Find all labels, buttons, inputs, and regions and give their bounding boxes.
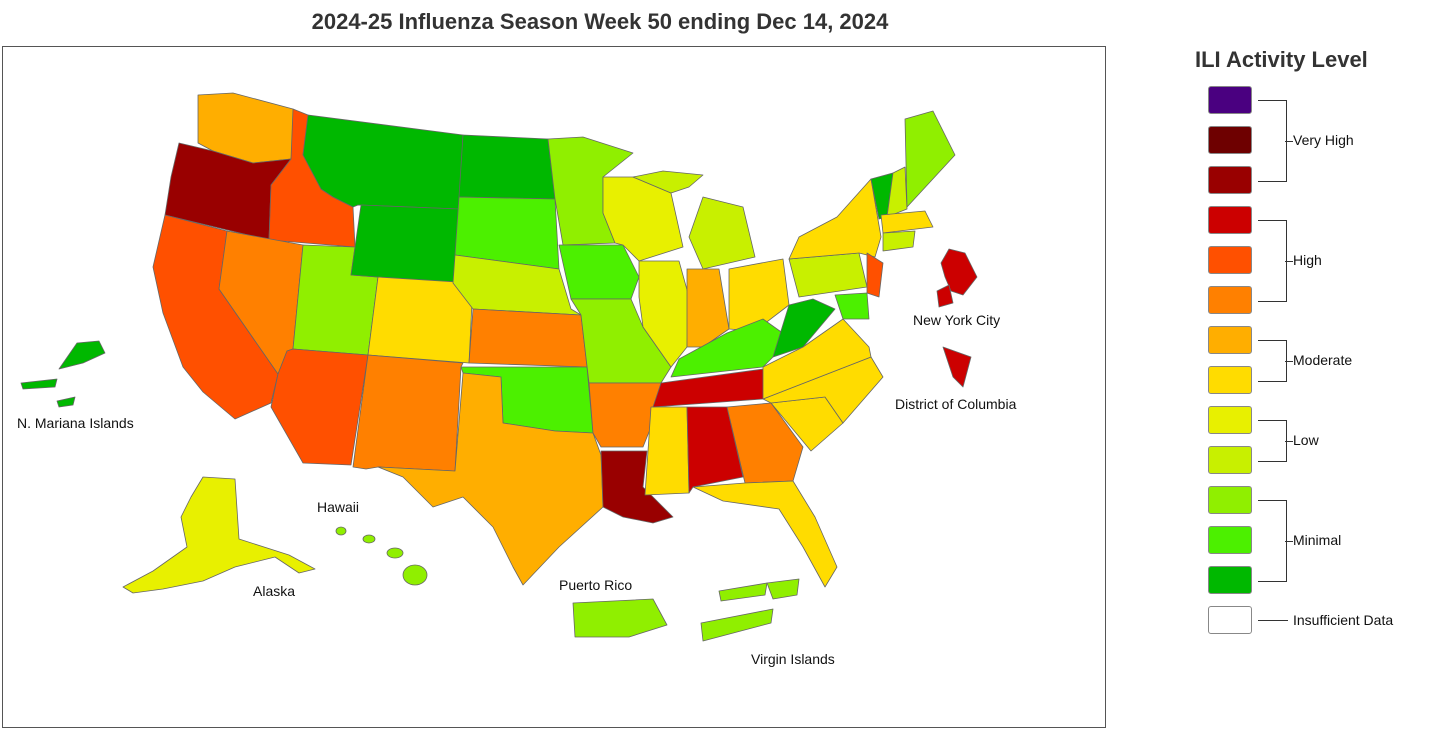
- label-dc: District of Columbia: [895, 396, 1017, 412]
- bracket-low: [1258, 420, 1293, 462]
- state-wyoming[interactable]: [350, 204, 460, 284]
- legend-swatch-6: [1208, 286, 1252, 314]
- bracket-very-high: [1258, 100, 1293, 182]
- us-ili-map: [20, 92, 978, 642]
- state-north-dakota[interactable]: [458, 134, 556, 200]
- state-pennsylvania[interactable]: [788, 252, 868, 298]
- state-missouri[interactable]: [570, 298, 672, 384]
- legend-swatch-11: [1208, 486, 1252, 514]
- state-ohio[interactable]: [728, 258, 790, 332]
- legend-label-minimal: Minimal: [1293, 532, 1342, 548]
- state-hawaii-maui[interactable]: [386, 547, 404, 559]
- state-connecticut-ri[interactable]: [882, 230, 916, 252]
- state-texas[interactable]: [377, 372, 604, 586]
- legend-swatch-3: [1208, 166, 1252, 194]
- state-new-jersey[interactable]: [866, 252, 884, 298]
- state-mississippi[interactable]: [644, 406, 690, 496]
- legend-swatch-9: [1208, 406, 1252, 434]
- bracket-minimal: [1258, 500, 1293, 582]
- label-puerto-rico: Puerto Rico: [559, 577, 633, 593]
- state-maryland-delaware[interactable]: [834, 292, 870, 320]
- label-virgin-islands: Virgin Islands: [751, 651, 835, 667]
- nmi-small[interactable]: [56, 396, 76, 408]
- state-hawaii-kauai[interactable]: [335, 526, 347, 536]
- legend-swatch-5: [1208, 246, 1252, 274]
- state-indiana[interactable]: [686, 268, 730, 348]
- legend-label-low: Low: [1293, 432, 1319, 448]
- state-florida[interactable]: [692, 480, 838, 588]
- state-west-virginia[interactable]: [772, 298, 836, 358]
- state-georgia[interactable]: [726, 402, 804, 484]
- virgin-islands-2[interactable]: [718, 582, 768, 602]
- state-kansas[interactable]: [468, 308, 588, 368]
- state-new-hampshire[interactable]: [886, 166, 908, 218]
- state-alabama[interactable]: [686, 406, 744, 494]
- legend-swatch-1: [1208, 86, 1252, 114]
- state-louisiana[interactable]: [600, 450, 674, 524]
- state-hawaii-big[interactable]: [402, 564, 428, 586]
- state-arizona[interactable]: [270, 348, 369, 466]
- nmi-strip[interactable]: [20, 378, 58, 390]
- label-nyc: New York City: [913, 312, 1001, 328]
- bracket-moderate: [1258, 340, 1293, 382]
- dc-inset[interactable]: [942, 346, 972, 388]
- nmi-main[interactable]: [58, 340, 106, 370]
- state-new-mexico[interactable]: [352, 354, 464, 472]
- legend-swatch-7: [1208, 326, 1252, 354]
- label-nmi: N. Mariana Islands: [17, 415, 134, 431]
- legend-swatch-12: [1208, 526, 1252, 554]
- nyc-inset-si[interactable]: [936, 284, 954, 308]
- virgin-islands-3[interactable]: [766, 578, 800, 600]
- nyc-inset[interactable]: [940, 248, 978, 296]
- state-michigan-upper[interactable]: [632, 170, 704, 194]
- state-colorado[interactable]: [367, 276, 474, 364]
- state-illinois[interactable]: [638, 260, 690, 368]
- bracket-high: [1258, 220, 1293, 302]
- state-new-york[interactable]: [788, 178, 882, 260]
- legend-label-moderate: Moderate: [1293, 352, 1353, 368]
- legend-title: ILI Activity Level: [1195, 47, 1368, 72]
- legend-label-insufficient: Insufficient Data: [1293, 612, 1394, 628]
- puerto-rico[interactable]: [572, 598, 668, 638]
- map-panel: N. Mariana Islands Hawaii Alaska Puerto …: [2, 46, 1106, 728]
- state-massachusetts[interactable]: [880, 210, 934, 234]
- map-title: 2024-25 Influenza Season Week 50 ending …: [311, 9, 889, 34]
- bracket-insufficient: [1258, 620, 1288, 621]
- label-hawaii: Hawaii: [317, 499, 360, 515]
- legend-swatch-14: [1208, 606, 1252, 634]
- legend-swatch-10: [1208, 446, 1252, 474]
- state-maine[interactable]: [904, 110, 956, 208]
- legend-swatch-2: [1208, 126, 1252, 154]
- state-hawaii-oahu[interactable]: [362, 534, 376, 544]
- state-michigan[interactable]: [688, 196, 756, 270]
- virgin-islands-1[interactable]: [700, 608, 774, 642]
- legend-swatch-8: [1208, 366, 1252, 394]
- state-nebraska[interactable]: [452, 254, 582, 316]
- legend-label-very-high: Very High: [1293, 132, 1354, 148]
- legend-swatch-13: [1208, 566, 1252, 594]
- legend-swatch-4: [1208, 206, 1252, 234]
- label-alaska: Alaska: [253, 583, 296, 599]
- legend-label-high: High: [1293, 252, 1322, 268]
- state-iowa[interactable]: [558, 244, 640, 300]
- state-alaska[interactable]: [122, 476, 316, 594]
